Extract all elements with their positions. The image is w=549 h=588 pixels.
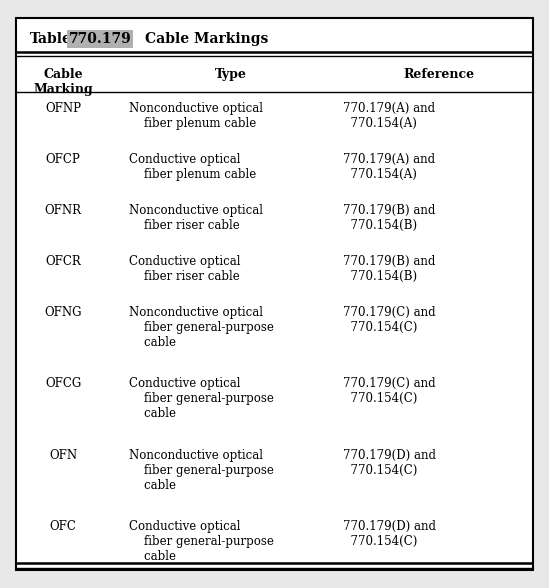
Text: Type: Type xyxy=(215,68,247,81)
Text: OFCP: OFCP xyxy=(46,153,81,166)
Text: Nonconductive optical
    fiber riser cable: Nonconductive optical fiber riser cable xyxy=(129,204,263,232)
Text: Table: Table xyxy=(30,32,72,46)
Text: Nonconductive optical
    fiber general-purpose
    cable: Nonconductive optical fiber general-purp… xyxy=(129,449,274,492)
Text: OFN: OFN xyxy=(49,449,77,462)
Text: Nonconductive optical
    fiber general-purpose
    cable: Nonconductive optical fiber general-purp… xyxy=(129,306,274,349)
Text: 770.179(A) and
  770.154(A): 770.179(A) and 770.154(A) xyxy=(343,153,435,181)
Text: OFCR: OFCR xyxy=(45,255,81,268)
Text: 770.179: 770.179 xyxy=(69,32,131,46)
Text: Cable Markings: Cable Markings xyxy=(145,32,269,46)
Text: OFNP: OFNP xyxy=(45,102,81,115)
Text: 770.179(D) and
  770.154(C): 770.179(D) and 770.154(C) xyxy=(343,449,436,477)
Text: 770.179(B) and
  770.154(B): 770.179(B) and 770.154(B) xyxy=(343,204,435,232)
Text: Conductive optical
    fiber general-purpose
    cable: Conductive optical fiber general-purpose… xyxy=(129,377,274,420)
Text: Cable
Marking: Cable Marking xyxy=(33,68,93,96)
Text: OFNR: OFNR xyxy=(44,204,82,217)
Text: 770.179(C) and
  770.154(C): 770.179(C) and 770.154(C) xyxy=(343,377,436,405)
Text: Nonconductive optical
    fiber plenum cable: Nonconductive optical fiber plenum cable xyxy=(129,102,263,130)
Text: OFC: OFC xyxy=(50,520,76,533)
Text: 770.179(D) and
  770.154(C): 770.179(D) and 770.154(C) xyxy=(343,520,436,548)
Text: OFNG: OFNG xyxy=(44,306,82,319)
Text: Reference: Reference xyxy=(404,68,475,81)
Text: OFCG: OFCG xyxy=(45,377,81,390)
Text: Conductive optical
    fiber riser cable: Conductive optical fiber riser cable xyxy=(129,255,240,283)
Text: 770.179(A) and
  770.154(A): 770.179(A) and 770.154(A) xyxy=(343,102,435,130)
Text: 770.179(B) and
  770.154(B): 770.179(B) and 770.154(B) xyxy=(343,255,435,283)
Text: 770.179(C) and
  770.154(C): 770.179(C) and 770.154(C) xyxy=(343,306,436,334)
Text: Conductive optical
    fiber plenum cable: Conductive optical fiber plenum cable xyxy=(129,153,256,181)
Text: Conductive optical
    fiber general-purpose
    cable: Conductive optical fiber general-purpose… xyxy=(129,520,274,563)
